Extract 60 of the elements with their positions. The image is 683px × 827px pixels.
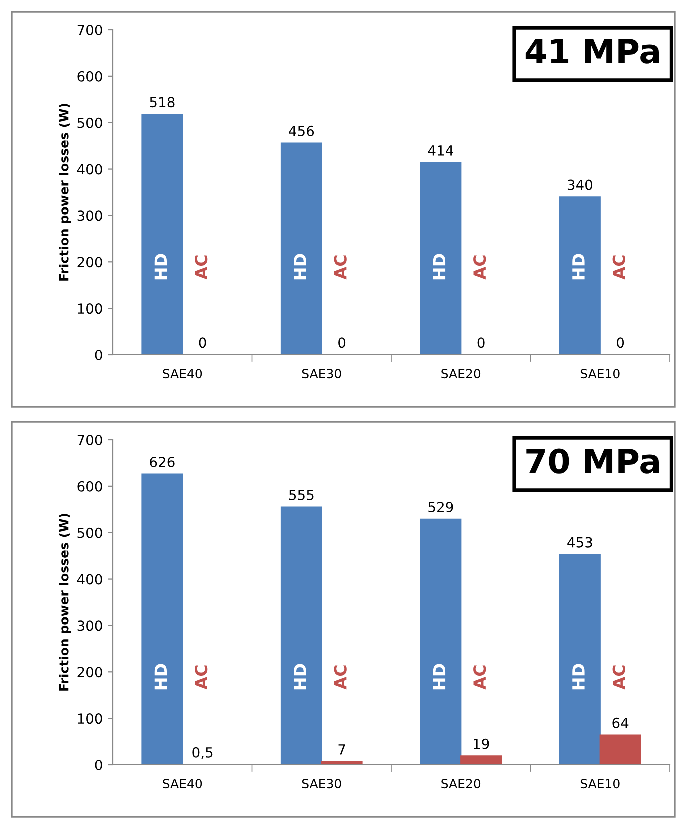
text: HD [294,664,306,690]
text: AC [195,666,208,690]
data-label: 0 [478,338,485,348]
text: AC [474,666,486,690]
data-label: 555 [290,490,314,500]
data-label: 529 [428,502,454,513]
x-tick-label: SAE20 [442,369,481,379]
y-tick-label: 100 [78,714,102,724]
y-tick-label: 300 [78,210,102,222]
text: HD [572,664,585,690]
y-tick-label: 400 [77,574,102,585]
data-label: 64 [612,718,629,728]
text: AC [334,256,347,280]
y-tick-label: 600 [78,71,102,82]
data-label: 0,5 [192,747,213,760]
data-label: 518 [150,97,175,108]
series-label: HD [154,664,168,690]
y-tick-label: 0 [95,350,102,360]
x-tick-label: SAE10 [580,779,620,789]
data-label: 19 [474,738,490,750]
y-tick-label: 500 [78,528,102,538]
y-tick-label: 700 [78,24,102,36]
y-axis-title: Friction power losses (W) [59,514,72,691]
x-tick-label: SAE10 [580,369,620,379]
y-tick-label: 700 [78,434,102,446]
x-tick-label: SAE30 [302,779,342,789]
text: HD [572,254,585,280]
data-label: 456 [289,126,314,136]
y-tick-label: 100 [78,304,102,314]
data-label: 626 [150,456,175,468]
x-tick-label: SAE40 [163,779,202,789]
y-tick-label: 0 [95,760,102,770]
data-label: 0 [199,338,206,348]
text: AC [334,666,347,690]
data-label: 453 [568,537,592,548]
text: AC [612,666,626,690]
data-label: 7 [338,744,346,755]
x-tick-label: SAE20 [442,779,481,789]
x-tick-label: SAE30 [302,369,342,379]
text: AC [195,256,208,280]
text: HD [433,254,446,280]
data-label: 340 [568,180,593,190]
y-tick-label: 200 [78,667,102,678]
text: AC [612,256,626,280]
data-label: 0 [617,338,624,348]
y-tick-label: 300 [78,620,102,632]
y-axis-title: Friction power losses (W) [59,104,72,281]
y-tick-label: 500 [78,118,102,128]
y-tick-label: 600 [78,481,102,492]
x-tick-label: SAE40 [163,369,202,379]
data-label: 0 [338,338,346,348]
text: AC [474,256,486,280]
y-tick-label: 400 [77,164,102,175]
series-label: HD [154,254,168,280]
text: HD [433,664,446,690]
y-tick-label: 200 [78,257,102,268]
annotation: 70 MPa [526,448,660,474]
text: HD [294,254,306,280]
data-label: 414 [428,146,454,156]
annotation: 41 MPa [526,39,660,64]
